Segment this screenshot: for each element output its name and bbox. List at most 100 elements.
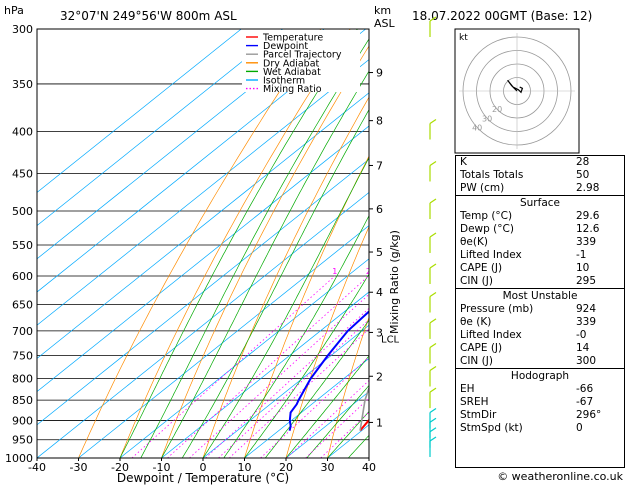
isotherm-line bbox=[0, 29, 449, 458]
index-row: Pressure (mb) 924 bbox=[456, 303, 624, 316]
mixing-ratio-line bbox=[206, 276, 405, 458]
copyright-footer[interactable]: © weatheronline.co.uk bbox=[497, 470, 623, 483]
index-label: Temp (°C) bbox=[460, 210, 512, 223]
index-value: 296° bbox=[576, 409, 620, 422]
pressure-tick-label: 900 bbox=[12, 414, 33, 427]
mixing-ratio-label: 6 bbox=[424, 267, 429, 276]
km-tick-label: 8 bbox=[376, 115, 383, 128]
index-label: CIN (J) bbox=[460, 275, 493, 288]
index-value: -1 bbox=[576, 249, 620, 262]
index-label: Totals Totals bbox=[460, 169, 523, 182]
mixing-ratio-line bbox=[218, 276, 416, 458]
index-value: 50 bbox=[576, 169, 620, 182]
pressure-tick-label: 400 bbox=[12, 126, 33, 139]
index-row: CAPE (J)14 bbox=[456, 342, 624, 355]
index-value: 300 bbox=[576, 355, 620, 368]
index-value: 0 bbox=[576, 422, 620, 435]
x-tick-label: 30 bbox=[321, 461, 335, 474]
index-value: 29.6 bbox=[576, 210, 620, 223]
index-label: StmSpd (kt) bbox=[460, 422, 523, 435]
pressure-tick-label: 800 bbox=[12, 372, 33, 385]
legend-label: Mixing Ratio bbox=[263, 84, 322, 95]
index-value: 12.6 bbox=[576, 223, 620, 236]
wind-barb-flag bbox=[430, 319, 436, 323]
index-row-totals: Totals Totals 50 bbox=[456, 169, 624, 182]
wind-barb-flag bbox=[430, 418, 436, 422]
isotherm-line bbox=[0, 29, 490, 458]
pressure-tick-label: 950 bbox=[12, 434, 33, 447]
wind-barb-flag bbox=[430, 120, 436, 124]
index-value: 28 bbox=[576, 156, 620, 169]
index-label: θe (K) bbox=[460, 316, 491, 329]
km-tick-label: 2 bbox=[376, 370, 383, 383]
wind-barb-flag bbox=[430, 161, 436, 165]
datetime-title: 18.07.2022 00GMT (Base: 12) bbox=[412, 9, 592, 23]
index-row: Dewp (°C)12.6 bbox=[456, 223, 624, 236]
index-row: EH -66 bbox=[456, 383, 624, 396]
wind-barb-flag bbox=[430, 343, 436, 347]
asl-axis-title: ASL bbox=[374, 17, 396, 30]
x-tick-label: 40 bbox=[362, 461, 376, 474]
x-tick-label: -40 bbox=[28, 461, 46, 474]
mixing-ratio-line bbox=[287, 276, 481, 458]
index-row: StmSpd (kt) 0 bbox=[456, 422, 624, 435]
index-value: 339 bbox=[576, 316, 620, 329]
km-tick-label: 1 bbox=[376, 416, 383, 429]
mixing-ratio-axis-title: Mixing Ratio (g/kg) bbox=[388, 230, 401, 334]
index-label: SREH bbox=[460, 396, 489, 409]
km-axis-title: km bbox=[374, 4, 391, 17]
index-row: SREH -67 bbox=[456, 396, 624, 409]
index-label: Lifted Index bbox=[460, 249, 522, 262]
surface-section: Surface Temp (°C) 29.6 Dewp (°C)12.6 θe(K… bbox=[456, 195, 624, 288]
section-title: Hodograph bbox=[456, 369, 624, 383]
hodograph-ring-label: 20 bbox=[492, 105, 502, 114]
lcl-label: LCL bbox=[381, 334, 400, 345]
index-value: -66 bbox=[576, 383, 620, 396]
isotherm-line bbox=[0, 29, 283, 458]
hodograph-ring-label: 40 bbox=[472, 123, 482, 132]
mixing-ratio-line bbox=[132, 276, 335, 458]
section-title: Surface bbox=[456, 196, 624, 210]
pressure-tick-label: 450 bbox=[12, 167, 33, 180]
index-row: CIN (J)295 bbox=[456, 275, 624, 288]
pressure-tick-label: 300 bbox=[12, 23, 33, 36]
pressure-tick-label: 600 bbox=[12, 270, 33, 283]
index-row: Temp (°C) 29.6 bbox=[456, 210, 624, 223]
index-label: Pressure (mb) bbox=[460, 303, 533, 316]
index-value: 10 bbox=[576, 262, 620, 275]
pressure-tick-label: 750 bbox=[12, 349, 33, 362]
hodograph-ring-label: 30 bbox=[482, 114, 492, 123]
pressure-tick-label: 850 bbox=[12, 394, 33, 407]
wet-adiabat-line bbox=[203, 29, 440, 458]
wind-barb-flag bbox=[430, 199, 436, 203]
index-row: Lifted Index -1 bbox=[456, 249, 624, 262]
wind-barb-flag bbox=[430, 408, 436, 412]
index-value: 924 bbox=[576, 303, 620, 316]
mixing-ratio-label: 4 bbox=[402, 267, 407, 276]
pressure-tick-label: 500 bbox=[12, 205, 33, 218]
index-row: CIN (J)300 bbox=[456, 355, 624, 368]
index-value: -67 bbox=[576, 396, 620, 409]
km-tick-label: 5 bbox=[376, 246, 383, 259]
index-row: θe (K) 339 bbox=[456, 316, 624, 329]
index-row: Lifted Index-0 bbox=[456, 329, 624, 342]
km-tick-label: 9 bbox=[376, 67, 383, 80]
x-tick-label: -30 bbox=[70, 461, 88, 474]
x-axis-title: Dewpoint / Temperature (°C) bbox=[117, 471, 289, 485]
pressure-tick-label: 650 bbox=[12, 299, 33, 312]
wind-barb-flag bbox=[430, 388, 436, 392]
location-title: 32°07'N 249°56'W 800m ASL bbox=[60, 9, 237, 23]
index-label: EH bbox=[460, 383, 475, 396]
mixing-ratio-label: 2 bbox=[366, 267, 371, 276]
index-label: PW (cm) bbox=[460, 182, 504, 195]
index-label: θe(K) bbox=[460, 236, 488, 249]
index-row-pw: PW (cm)2.98 bbox=[456, 182, 624, 195]
km-tick-label: 6 bbox=[376, 203, 383, 216]
mixing-ratio-label: 1 bbox=[332, 267, 337, 276]
